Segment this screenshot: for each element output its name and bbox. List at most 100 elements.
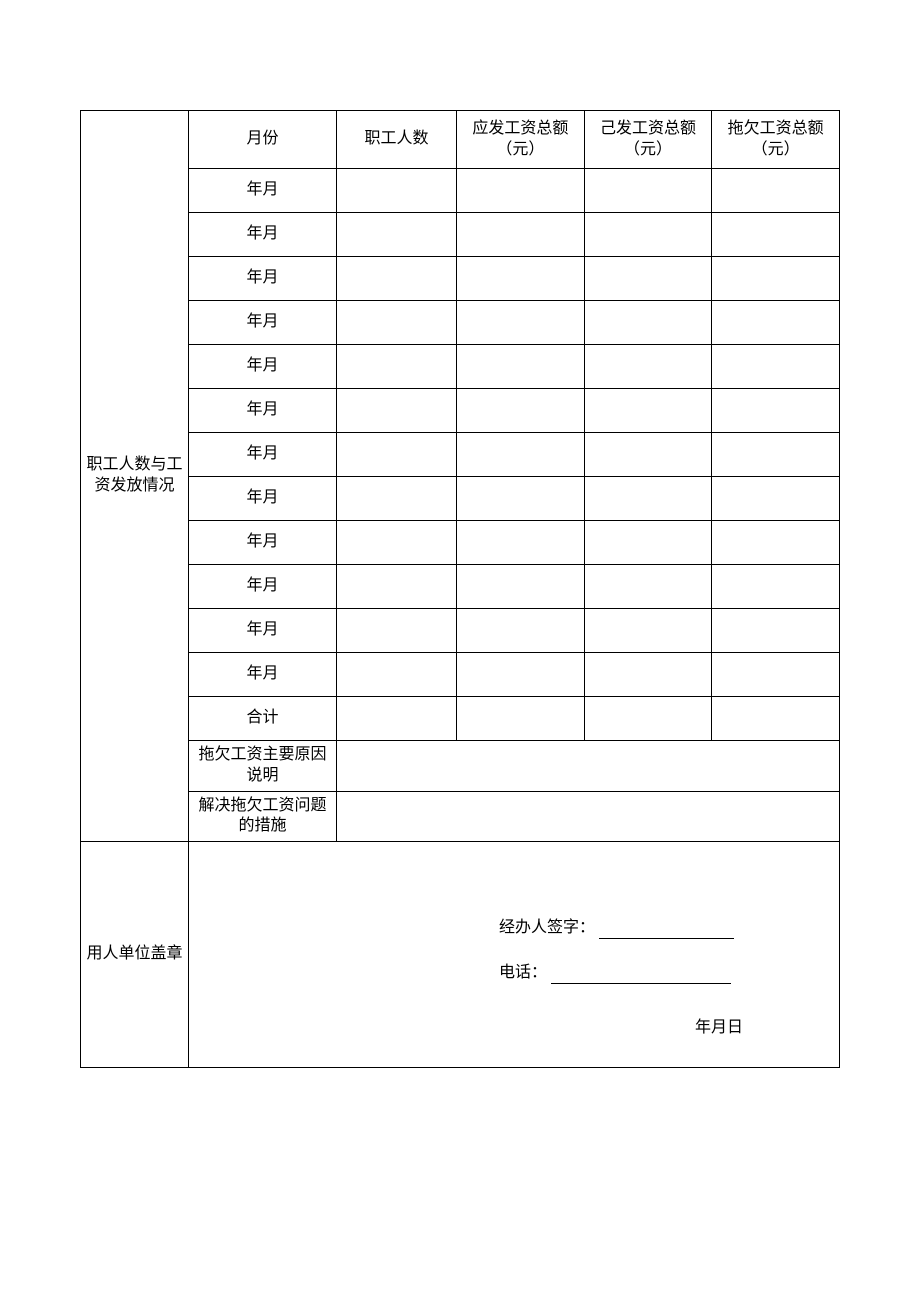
total-row: 合计 — [81, 697, 840, 741]
cell-month: 年月 — [189, 653, 337, 697]
table-header-row: 职工人数与工资发放情况 月份 职工人数 应发工资总额（元） 己发工资总额（元） … — [81, 111, 840, 169]
cell-month: 年月 — [189, 169, 337, 213]
stamp-content: 经办人签字： 电话： 年月日 — [189, 842, 840, 1068]
table-row: 年月 — [81, 433, 840, 477]
cell-paid[interactable] — [584, 433, 712, 477]
cell-employees[interactable] — [337, 389, 457, 433]
cell-paid[interactable] — [584, 389, 712, 433]
stamp-row: 用人单位盖章 经办人签字： 电话： 年月日 — [81, 842, 840, 1068]
reason-row: 拖欠工资主要原因说明 — [81, 741, 840, 792]
wage-form-table: 职工人数与工资发放情况 月份 职工人数 应发工资总额（元） 己发工资总额（元） … — [80, 110, 840, 1068]
cell-arrears[interactable] — [712, 609, 840, 653]
table-row: 年月 — [81, 653, 840, 697]
cell-payable[interactable] — [457, 301, 585, 345]
cell-arrears[interactable] — [712, 477, 840, 521]
cell-payable[interactable] — [457, 433, 585, 477]
cell-arrears[interactable] — [712, 521, 840, 565]
cell-month: 年月 — [189, 521, 337, 565]
table-row: 年月 — [81, 521, 840, 565]
cell-paid[interactable] — [584, 213, 712, 257]
header-payable: 应发工资总额（元） — [457, 111, 585, 169]
phone-label: 电话： — [499, 963, 547, 984]
table-row: 年月 — [81, 257, 840, 301]
phone-input[interactable] — [551, 966, 731, 984]
cell-paid[interactable] — [584, 301, 712, 345]
cell-employees[interactable] — [337, 433, 457, 477]
total-payable[interactable] — [457, 697, 585, 741]
cell-payable[interactable] — [457, 565, 585, 609]
cell-employees[interactable] — [337, 609, 457, 653]
cell-employees[interactable] — [337, 345, 457, 389]
cell-month: 年月 — [189, 301, 337, 345]
cell-payable[interactable] — [457, 257, 585, 301]
table-row: 年月 — [81, 477, 840, 521]
section-title-wage: 职工人数与工资发放情况 — [81, 111, 189, 842]
total-paid[interactable] — [584, 697, 712, 741]
total-employees[interactable] — [337, 697, 457, 741]
cell-payable[interactable] — [457, 653, 585, 697]
cell-paid[interactable] — [584, 653, 712, 697]
cell-payable[interactable] — [457, 345, 585, 389]
table-row: 年月 — [81, 345, 840, 389]
table-row: 年月 — [81, 213, 840, 257]
table-row: 年月 — [81, 169, 840, 213]
cell-month: 年月 — [189, 345, 337, 389]
table-row: 年月 — [81, 565, 840, 609]
signature-label: 经办人签字： — [499, 918, 595, 939]
total-label: 合计 — [189, 697, 337, 741]
section-title-stamp: 用人单位盖章 — [81, 842, 189, 1068]
signature-input[interactable] — [599, 921, 734, 939]
cell-arrears[interactable] — [712, 169, 840, 213]
cell-month: 年月 — [189, 477, 337, 521]
cell-paid[interactable] — [584, 257, 712, 301]
cell-month: 年月 — [189, 389, 337, 433]
cell-payable[interactable] — [457, 169, 585, 213]
cell-employees[interactable] — [337, 301, 457, 345]
cell-paid[interactable] — [584, 565, 712, 609]
cell-employees[interactable] — [337, 565, 457, 609]
cell-payable[interactable] — [457, 477, 585, 521]
reason-value[interactable] — [337, 741, 840, 792]
phone-line: 电话： — [499, 963, 734, 984]
cell-month: 年月 — [189, 565, 337, 609]
cell-employees[interactable] — [337, 521, 457, 565]
cell-arrears[interactable] — [712, 345, 840, 389]
table-row: 年月 — [81, 389, 840, 433]
measures-row: 解决拖欠工资问题的措施 — [81, 791, 840, 842]
cell-arrears[interactable] — [712, 257, 840, 301]
cell-arrears[interactable] — [712, 433, 840, 477]
cell-arrears[interactable] — [712, 389, 840, 433]
cell-employees[interactable] — [337, 653, 457, 697]
cell-employees[interactable] — [337, 169, 457, 213]
signature-line: 经办人签字： — [499, 918, 734, 939]
header-paid: 己发工资总额（元） — [584, 111, 712, 169]
cell-employees[interactable] — [337, 257, 457, 301]
header-arrears: 拖欠工资总额（元） — [712, 111, 840, 169]
measures-value[interactable] — [337, 791, 840, 842]
header-employees: 职工人数 — [337, 111, 457, 169]
cell-paid[interactable] — [584, 169, 712, 213]
cell-payable[interactable] — [457, 389, 585, 433]
cell-arrears[interactable] — [712, 213, 840, 257]
cell-employees[interactable] — [337, 477, 457, 521]
cell-payable[interactable] — [457, 521, 585, 565]
cell-arrears[interactable] — [712, 565, 840, 609]
cell-paid[interactable] — [584, 521, 712, 565]
reason-label: 拖欠工资主要原因说明 — [189, 741, 337, 792]
cell-arrears[interactable] — [712, 301, 840, 345]
cell-payable[interactable] — [457, 609, 585, 653]
cell-paid[interactable] — [584, 345, 712, 389]
cell-employees[interactable] — [337, 213, 457, 257]
cell-month: 年月 — [189, 213, 337, 257]
cell-paid[interactable] — [584, 477, 712, 521]
total-arrears[interactable] — [712, 697, 840, 741]
header-month: 月份 — [189, 111, 337, 169]
date-label: 年月日 — [695, 1018, 743, 1039]
cell-arrears[interactable] — [712, 653, 840, 697]
table-row: 年月 — [81, 609, 840, 653]
cell-paid[interactable] — [584, 609, 712, 653]
cell-month: 年月 — [189, 257, 337, 301]
measures-label: 解决拖欠工资问题的措施 — [189, 791, 337, 842]
table-row: 年月 — [81, 301, 840, 345]
cell-payable[interactable] — [457, 213, 585, 257]
